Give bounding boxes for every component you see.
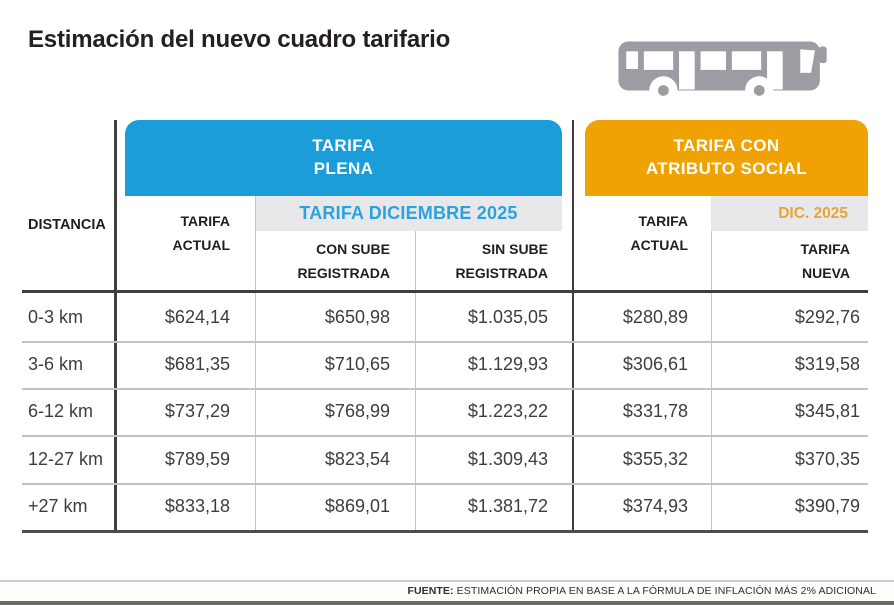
- bottom-bar: [0, 601, 894, 605]
- band-dic-2025: DIC. 2025: [711, 196, 868, 231]
- cell-social-nueva: $319,58: [794, 354, 860, 374]
- cell-plena-actual: $833,18: [164, 496, 230, 516]
- label-line: NUEVA: [802, 264, 850, 281]
- source-text: ESTIMACIÓN PROPIA EN BASE A LA FÓRMULA D…: [453, 585, 876, 597]
- label-line: ACTUAL: [172, 236, 230, 253]
- column-divider-dark-left: [114, 120, 117, 533]
- cell-distance: 0-3 km: [28, 307, 84, 327]
- band-tarifa-diciembre-2025: TARIFA DICIEMBRE 2025: [255, 196, 562, 231]
- cell-plena-actual: $624,14: [164, 307, 230, 327]
- row-divider: [22, 341, 868, 343]
- row-divider: [22, 483, 868, 485]
- cell-sin-sube: $1.309,43: [467, 449, 548, 469]
- cell-social-nueva: $370,35: [794, 449, 860, 469]
- row-divider: [22, 435, 868, 437]
- cell-social-nueva: $390,79: [794, 496, 860, 516]
- table-row: +27 km $833,18 $869,01 $1.381,72 $374,93…: [0, 483, 894, 530]
- source-strip: FUENTE: ESTIMACIÓN PROPIA EN BASE A LA F…: [0, 580, 894, 601]
- label-line: TARIFA: [638, 213, 688, 229]
- cell-plena-actual: $681,35: [164, 354, 230, 374]
- label-line: CON SUBE: [316, 241, 390, 257]
- cell-con-sube: $869,01: [324, 496, 390, 516]
- cell-sin-sube: $1.035,05: [467, 307, 548, 327]
- label-line: SIN SUBE: [481, 241, 548, 257]
- cell-sin-sube: $1.381,72: [467, 496, 548, 516]
- column-divider-light-1: [254, 196, 256, 533]
- header-atributo-social-line2: ATRIBUTO SOCIAL: [645, 159, 808, 178]
- column-header-con-sube: CON SUBE REGISTRADA: [255, 238, 390, 286]
- cell-sin-sube: $1.129,93: [467, 354, 548, 374]
- column-header-tarifa-actual-plena: TARIFA ACTUAL: [125, 210, 230, 258]
- cell-social-actual: $306,61: [622, 354, 688, 374]
- cell-plena-actual: $737,29: [164, 401, 230, 421]
- label-line: TARIFA: [180, 213, 230, 229]
- table-row: 12-27 km $789,59 $823,54 $1.309,43 $355,…: [0, 436, 894, 483]
- header-atributo-social-line1: TARIFA CON: [673, 136, 780, 156]
- cell-distance: 6-12 km: [28, 401, 94, 421]
- table-row: 3-6 km $681,35 $710,65 $1.129,93 $306,61…: [0, 341, 894, 388]
- cell-plena-actual: $789,59: [164, 449, 230, 469]
- cell-con-sube: $710,65: [324, 354, 390, 374]
- column-header-sin-sube: SIN SUBE REGISTRADA: [415, 238, 548, 286]
- table-row: 6-12 km $737,29 $768,99 $1.223,22 $331,7…: [0, 388, 894, 435]
- header-tarifa-plena-line2: PLENA: [313, 159, 374, 178]
- cell-social-actual: $374,93: [622, 496, 688, 516]
- column-header-tarifa-actual-social: TARIFA ACTUAL: [585, 210, 688, 258]
- cell-distance: 3-6 km: [28, 354, 84, 374]
- source-label: FUENTE:: [407, 585, 454, 597]
- cell-distance: 12-27 km: [28, 449, 104, 469]
- column-divider-light-2: [414, 231, 416, 533]
- label-line: ACTUAL: [630, 236, 688, 253]
- cell-social-nueva: $292,76: [794, 307, 860, 327]
- column-header-distancia: DISTANCIA: [28, 217, 106, 233]
- row-divider: [22, 388, 868, 390]
- cell-social-nueva: $345,81: [794, 401, 860, 421]
- cell-social-actual: $331,78: [622, 401, 688, 421]
- cell-sin-sube: $1.223,22: [467, 401, 548, 421]
- cell-con-sube: $823,54: [324, 449, 390, 469]
- table-bottom-line: [22, 530, 868, 533]
- label-line: REGISTRADA: [297, 264, 390, 281]
- header-tarifa-plena: TARIFA PLENA: [125, 120, 562, 196]
- cell-con-sube: $650,98: [324, 307, 390, 327]
- label-line: REGISTRADA: [455, 264, 548, 281]
- cell-con-sube: $768,99: [324, 401, 390, 421]
- bus-icon: [618, 41, 827, 105]
- cell-social-actual: $355,32: [622, 449, 688, 469]
- column-header-tarifa-nueva: TARIFA NUEVA: [711, 238, 850, 286]
- header-atributo-social: TARIFA CON ATRIBUTO SOCIAL: [585, 120, 868, 196]
- column-divider-light-3: [710, 231, 712, 533]
- cell-social-actual: $280,89: [622, 307, 688, 327]
- page-title: Estimación del nuevo cuadro tarifario: [28, 26, 451, 53]
- column-divider-dark-middle: [571, 120, 574, 533]
- table-row: 0-3 km $624,14 $650,98 $1.035,05 $280,89…: [0, 294, 894, 341]
- cell-distance: +27 km: [28, 496, 88, 516]
- header-tarifa-plena-line1: TARIFA: [312, 136, 375, 156]
- header-underline: [22, 290, 868, 293]
- label-line: TARIFA: [800, 241, 850, 257]
